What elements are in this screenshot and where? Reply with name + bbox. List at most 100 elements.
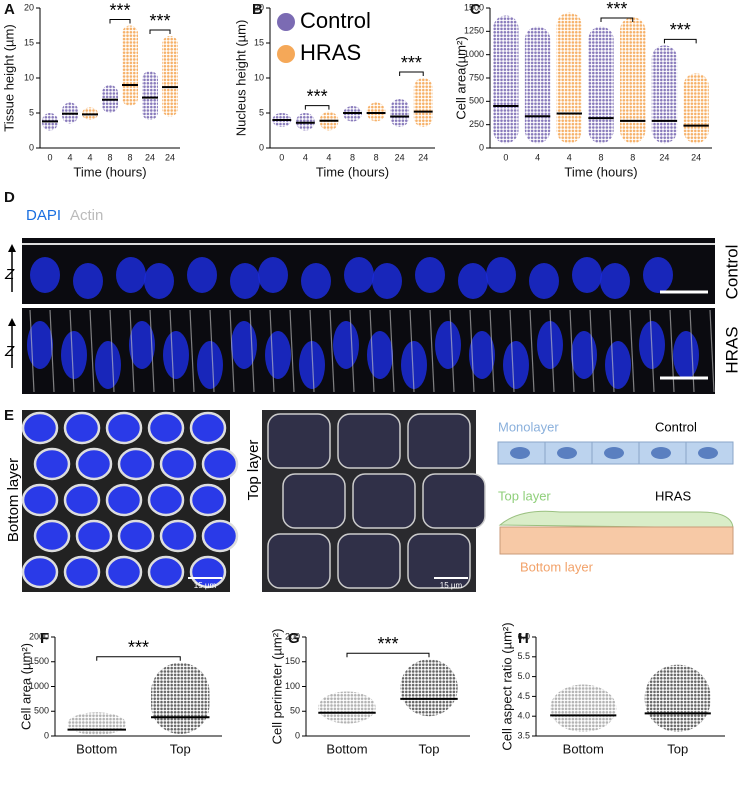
y-tick-label: 1500	[29, 656, 49, 666]
x-tick-label: 8	[350, 152, 355, 162]
image-label: Bottom layer	[5, 458, 22, 542]
dot-cloud	[556, 12, 582, 144]
nucleus	[197, 341, 223, 389]
y-tick-label: 5.5	[517, 651, 530, 661]
y-axis-title: Cell area(µm²)	[453, 36, 468, 119]
actin	[409, 309, 415, 393]
dot-cloud	[366, 102, 386, 122]
actin	[389, 309, 395, 393]
significance: ***	[606, 0, 627, 19]
y-tick-label: 15	[254, 37, 264, 47]
actin	[209, 309, 215, 393]
actin	[69, 309, 75, 393]
nucleus	[21, 555, 59, 589]
diagram-label: Monolayer	[498, 419, 559, 434]
nucleus	[415, 257, 445, 293]
x-tick-label: 0	[503, 152, 508, 162]
dot-cloud	[644, 664, 711, 733]
nucleus	[571, 331, 597, 379]
nucleus	[75, 519, 113, 553]
panel-letter: H	[518, 630, 529, 647]
nucleus	[33, 447, 71, 481]
scale-label: 15 µm	[194, 581, 217, 590]
x-tick-label: 4	[67, 152, 72, 162]
significance: ***	[401, 53, 422, 73]
arrow-head	[8, 318, 16, 326]
actin	[249, 309, 255, 393]
y-tick-label: 6.0	[517, 631, 530, 641]
actin	[89, 309, 95, 393]
nucleus	[21, 411, 59, 445]
y-tick-label: 500	[469, 96, 484, 106]
y-tick-label: 15	[24, 37, 34, 47]
y-tick-label: 3.5	[517, 730, 530, 740]
actin	[169, 309, 175, 393]
cell-outline	[267, 533, 331, 589]
nucleus	[30, 257, 60, 293]
cell-outline	[337, 533, 401, 589]
dot-cloud	[142, 71, 158, 120]
x-tick-label: 8	[630, 152, 635, 162]
nucleus	[95, 341, 121, 389]
x-tick-label: 0	[279, 152, 284, 162]
nucleus	[572, 257, 602, 293]
actin	[449, 309, 455, 393]
diagram-label: Bottom layer	[520, 559, 594, 574]
arrow-head	[8, 244, 16, 252]
panel-letter: E	[4, 407, 14, 424]
x-tick-label: 4	[567, 152, 572, 162]
significance-bracket	[149, 29, 171, 34]
x-tick-label: Bottom	[326, 741, 367, 756]
dot-cloud	[162, 36, 178, 117]
significance-bracket	[96, 656, 181, 661]
significance: ***	[109, 0, 130, 20]
top-layer	[498, 510, 734, 529]
actin	[549, 309, 555, 393]
y-axis-title: Cell area (µm²)	[18, 643, 33, 730]
nucleus	[344, 257, 374, 293]
x-tick-label: 4	[87, 152, 92, 162]
y-tick-label: 0	[44, 730, 49, 740]
x-tick-label: 8	[107, 152, 112, 162]
significance: ***	[128, 637, 149, 657]
y-tick-label: 200	[285, 631, 300, 641]
nucleus	[73, 263, 103, 299]
nucleus	[299, 341, 325, 389]
nucleus	[75, 447, 113, 481]
image-label: Top layer	[245, 440, 262, 501]
actin	[309, 309, 315, 393]
axis-label: Z	[4, 266, 15, 283]
actin	[29, 309, 35, 393]
x-tick-label: Bottom	[76, 741, 117, 756]
cell-outline	[267, 413, 331, 469]
nucleus	[147, 555, 185, 589]
nucleus	[435, 321, 461, 369]
significance-bracket	[109, 19, 131, 24]
nucleus	[105, 411, 143, 445]
x-tick-label: 24	[165, 152, 175, 162]
nucleus	[159, 447, 197, 481]
actin	[529, 309, 535, 393]
y-tick-label: 750	[469, 72, 484, 82]
dot-cloud	[390, 99, 410, 127]
panel-letter: D	[4, 189, 15, 206]
nucleus	[117, 447, 155, 481]
y-axis-title: Tissue height (µm)	[1, 24, 16, 131]
significance: ***	[670, 20, 691, 40]
x-axis-title: Time (hours)	[73, 164, 146, 179]
nucleus	[231, 321, 257, 369]
nucleus	[265, 331, 291, 379]
x-tick-label: 4	[535, 152, 540, 162]
actin	[429, 309, 435, 393]
actin	[109, 309, 115, 393]
y-axis-title: Cell perimeter (µm²)	[269, 629, 284, 745]
legend-swatch	[277, 45, 295, 63]
y-tick-label: 4.0	[517, 711, 530, 721]
nucleus	[537, 321, 563, 369]
actin	[609, 309, 615, 393]
y-tick-label: 4.5	[517, 691, 530, 701]
x-tick-label: 24	[418, 152, 428, 162]
diagram-label: HRAS	[655, 488, 691, 503]
dot-cloud	[413, 78, 433, 127]
nucleus	[63, 483, 101, 517]
